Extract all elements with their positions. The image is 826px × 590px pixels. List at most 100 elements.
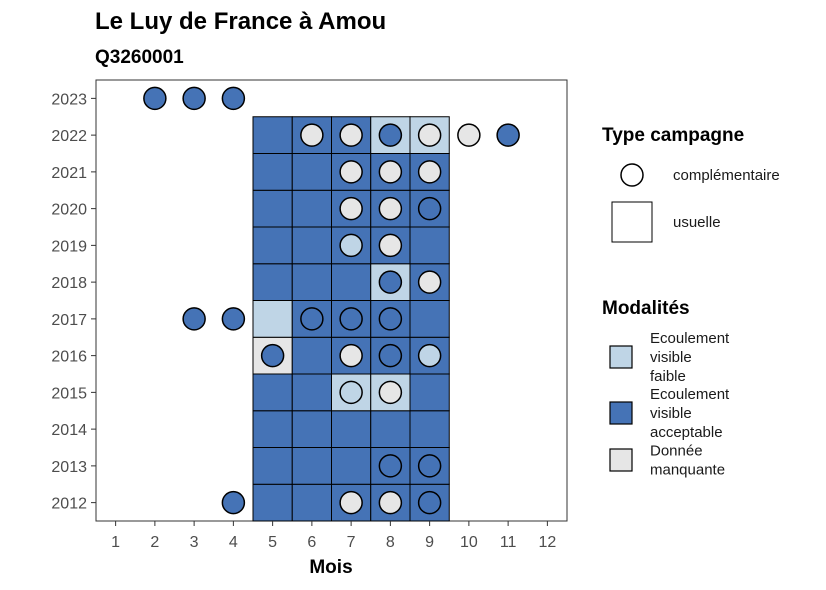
x-tick-label-11: 11 bbox=[500, 534, 517, 551]
cell-2014-8 bbox=[370, 410, 411, 448]
cell-2012-5 bbox=[252, 483, 293, 522]
x-axis: 1 2 3 4 5 6 7 8 9 10 11 12 bbox=[111, 521, 556, 551]
cell-2015-6 bbox=[291, 373, 332, 412]
x-tick-label-6: 6 bbox=[307, 534, 316, 551]
x-tick-label-7: 7 bbox=[347, 534, 356, 551]
x-tick-label-10: 10 bbox=[460, 534, 478, 551]
point-2018-8 bbox=[378, 270, 403, 294]
usuelle-cells bbox=[252, 116, 450, 522]
cell-2015-9 bbox=[409, 373, 450, 412]
cell-2012-6 bbox=[291, 483, 332, 522]
x-tick-label-4: 4 bbox=[229, 534, 238, 551]
point-2019-8 bbox=[378, 233, 403, 258]
point-2022-11 bbox=[496, 123, 520, 147]
legend-fill-label-manquante-1: manquante bbox=[650, 462, 725, 479]
x-axis-title: Mois bbox=[309, 557, 352, 578]
cell-2018-7 bbox=[331, 263, 372, 301]
y-tick-label-2020: 2020 bbox=[51, 202, 87, 219]
cell-2017-9 bbox=[409, 300, 450, 338]
point-2022-9 bbox=[417, 123, 442, 147]
chart-title: Le Luy de France à Amou bbox=[95, 8, 386, 35]
legend-shape-label-complementaire: complémentaire bbox=[673, 167, 780, 184]
x-tick-label-5: 5 bbox=[268, 534, 277, 551]
cell-2014-5 bbox=[252, 410, 293, 448]
point-2017-4 bbox=[221, 307, 246, 331]
point-2021-8 bbox=[378, 160, 403, 184]
point-2022-7 bbox=[339, 123, 363, 147]
point-2023-2 bbox=[143, 86, 167, 111]
cell-2013-6 bbox=[291, 447, 332, 485]
cell-2016-8 bbox=[370, 336, 411, 375]
legend-fill-label-faible-2: faible bbox=[650, 368, 686, 385]
point-2020-7 bbox=[339, 196, 363, 221]
cell-2022-5 bbox=[252, 116, 293, 154]
y-tick-label-2016: 2016 bbox=[51, 349, 87, 366]
legend-fill-label-acceptable-1: visible bbox=[650, 405, 692, 422]
legend-circle-symbol bbox=[620, 163, 644, 187]
legend-fill-items: EcoulementvisiblefaibleEcoulementvisible… bbox=[609, 330, 730, 479]
point-2016-8 bbox=[378, 343, 403, 368]
point-2021-7 bbox=[339, 160, 363, 184]
point-2016-7 bbox=[339, 343, 363, 368]
cell-2013-5 bbox=[252, 447, 293, 485]
legend-fill-key-acceptable bbox=[609, 401, 633, 425]
point-2017-8 bbox=[378, 307, 403, 331]
cell-2020-6 bbox=[291, 189, 332, 228]
legend-fill-label-manquante-0: Donnée bbox=[650, 443, 703, 460]
y-tick-label-2021: 2021 bbox=[51, 165, 87, 182]
legend-shape-title: Type campagne bbox=[602, 125, 744, 146]
y-tick-label-2023: 2023 bbox=[51, 91, 87, 108]
cell-2020-5 bbox=[252, 189, 293, 228]
legend-square-symbol bbox=[611, 201, 653, 243]
complementaire-points bbox=[143, 86, 520, 515]
legend-fill-label-faible-0: Ecoulement bbox=[650, 330, 730, 347]
y-tick-label-2012: 2012 bbox=[51, 496, 87, 513]
legend: Type campagne complémentaire usuelle Moda… bbox=[602, 125, 780, 479]
point-2015-7 bbox=[339, 380, 363, 405]
legend-fill-label-acceptable-2: acceptable bbox=[650, 424, 723, 441]
point-2012-9 bbox=[417, 490, 442, 515]
point-2017-7 bbox=[339, 307, 363, 331]
cell-2014-9 bbox=[409, 410, 450, 448]
point-2022-6 bbox=[300, 123, 324, 147]
cell-2018-5 bbox=[252, 263, 293, 301]
point-2016-9 bbox=[417, 343, 442, 368]
point-2012-8 bbox=[378, 490, 403, 515]
cell-2016-6 bbox=[291, 336, 332, 375]
chart-subtitle: Q3260001 bbox=[95, 47, 184, 68]
point-2020-8 bbox=[378, 196, 403, 221]
x-tick-label-9: 9 bbox=[425, 534, 434, 551]
point-2023-4 bbox=[221, 86, 246, 111]
x-tick-label-3: 3 bbox=[190, 534, 199, 551]
point-2018-9 bbox=[417, 270, 442, 294]
point-2020-9 bbox=[417, 196, 442, 221]
point-2016-5 bbox=[260, 343, 285, 368]
point-2023-3 bbox=[182, 86, 206, 111]
point-2013-8 bbox=[378, 454, 403, 478]
cell-2017-5 bbox=[252, 300, 293, 338]
point-2012-7 bbox=[339, 490, 363, 515]
legend-fill-key-manquante bbox=[609, 448, 633, 472]
legend-shape-items: complémentaire usuelle bbox=[611, 163, 780, 243]
cell-2014-6 bbox=[291, 410, 332, 448]
point-2017-3 bbox=[182, 307, 206, 331]
y-tick-label-2019: 2019 bbox=[51, 238, 87, 255]
point-2013-9 bbox=[417, 454, 442, 478]
point-2015-8 bbox=[378, 380, 403, 405]
x-tick-label-8: 8 bbox=[386, 534, 395, 551]
legend-fill-label-faible-1: visible bbox=[650, 349, 692, 366]
x-tick-label-12: 12 bbox=[538, 534, 556, 551]
x-tick-label-1: 1 bbox=[111, 534, 120, 551]
cell-2019-5 bbox=[252, 226, 293, 265]
legend-shape-label-usuelle: usuelle bbox=[673, 214, 721, 231]
cell-2018-6 bbox=[291, 263, 332, 301]
x-tick-label-2: 2 bbox=[150, 534, 159, 551]
point-2019-7 bbox=[339, 233, 363, 258]
point-2017-6 bbox=[300, 307, 324, 331]
legend-fill-title: Modalités bbox=[602, 298, 690, 319]
cell-2014-7 bbox=[331, 410, 372, 448]
y-axis: 2012 2013 2014 2015 2016 2017 2018 2019 2020 2021… bbox=[51, 91, 96, 513]
cell-2013-7 bbox=[331, 447, 372, 485]
legend-fill-key-faible bbox=[609, 345, 633, 369]
